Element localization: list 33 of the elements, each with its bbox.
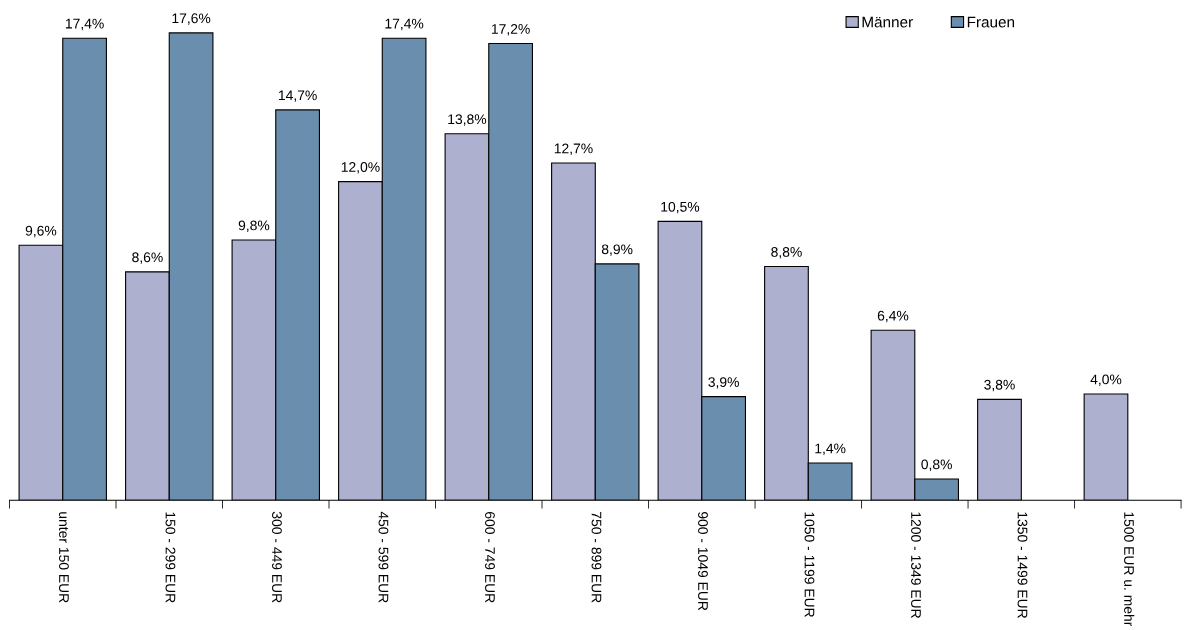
data-label: 9,8% <box>238 220 270 232</box>
x-tick-label: 300 - 449 EUR <box>272 511 282 603</box>
data-label: 1,4% <box>815 443 846 455</box>
x-tick-label: 750 - 899 EUR <box>591 512 602 603</box>
x-tick-label: 150 - 299 EUR <box>165 512 176 603</box>
data-label: 17,6% <box>172 13 211 25</box>
x-tick-label: 900 - 1049 EUR <box>698 511 708 611</box>
data-label: 17,4% <box>385 18 424 31</box>
data-label: 10,5% <box>661 201 700 214</box>
x-tick-label: unter 150 EUR <box>59 512 69 603</box>
data-label: 3,8% <box>984 379 1015 392</box>
data-label: 0,8% <box>921 459 952 471</box>
x-tick-label: 1500 EUR u. mehr <box>1124 512 1135 627</box>
data-label: 12,7% <box>554 143 593 155</box>
data-label: 17,4% <box>65 18 104 31</box>
x-tick-label: 1350 - 1499 EUR <box>1017 512 1028 619</box>
data-label: 12,0% <box>341 162 380 174</box>
data-label: 6,4% <box>877 310 909 323</box>
x-tick-label: 450 - 599 EUR <box>378 511 389 603</box>
data-label: 9,6% <box>25 225 57 238</box>
data-label: 8,6% <box>132 252 163 264</box>
data-label: 17,2% <box>491 23 530 36</box>
data-label: 3,9% <box>708 377 739 389</box>
data-label: 8,9% <box>601 244 633 256</box>
data-label: 4,0% <box>1090 374 1122 386</box>
legend-label: Frauen <box>967 16 1015 28</box>
data-label: 13,8% <box>448 114 487 126</box>
x-tick-label: 600 - 749 EUR <box>485 512 495 603</box>
legend-label: Männer <box>862 16 913 28</box>
x-tick-label: 1200 - 1349 EUR <box>911 512 921 619</box>
data-label: 8,8% <box>771 247 802 259</box>
x-tick-label: 1050 - 1199 EUR <box>804 512 815 617</box>
data-label: 14,7% <box>278 90 317 102</box>
